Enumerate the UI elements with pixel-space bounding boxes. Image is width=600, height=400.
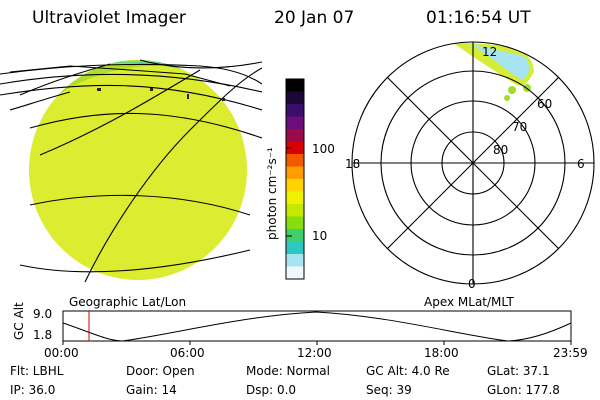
colorbar-tick-10: 10 bbox=[312, 229, 328, 243]
colorbar-strip bbox=[286, 91, 304, 105]
colorbar-strip bbox=[286, 166, 304, 180]
geographic-caption: Geographic Lat/Lon bbox=[69, 295, 187, 309]
door-info: Door: Open bbox=[126, 364, 195, 378]
xtick-0000: 00:00 bbox=[44, 346, 79, 360]
colorbar-unit-label: photon cm⁻²s⁻¹ bbox=[265, 147, 279, 240]
altitude-plot bbox=[62, 310, 572, 345]
ip-info: IP: 36.0 bbox=[10, 383, 56, 397]
colorbar bbox=[285, 78, 305, 280]
colorbar-strip bbox=[286, 241, 304, 255]
colorbar-strip bbox=[286, 116, 304, 130]
dsp-info: Dsp: 0.0 bbox=[246, 383, 297, 397]
filter-info: Flt: LBHL bbox=[10, 364, 64, 378]
colorbar-strip bbox=[286, 154, 304, 167]
xtick-0600: 06:00 bbox=[170, 346, 205, 360]
time-label: 01:16:54 UT bbox=[426, 8, 531, 28]
colorbar-strip bbox=[286, 179, 304, 192]
polar-plot bbox=[351, 41, 595, 285]
earth-disk bbox=[29, 60, 247, 280]
glat-info: GLat: 37.1 bbox=[487, 364, 550, 378]
seq-info: Seq: 39 bbox=[366, 383, 412, 397]
colorbar-strip bbox=[286, 229, 304, 242]
xtick-1200: 12:00 bbox=[297, 346, 332, 360]
mlt-label-18: 18 bbox=[345, 157, 361, 171]
xtick-1800: 18:00 bbox=[424, 346, 459, 360]
gc-alt-info: GC Alt: 4.0 Re bbox=[366, 364, 450, 378]
mlt-label-0: 0 bbox=[468, 277, 476, 291]
colorbar-strip bbox=[286, 129, 304, 142]
altitude-ytick-1-8: 1.8 bbox=[33, 328, 53, 342]
glon-info: GLon: 177.8 bbox=[487, 383, 560, 397]
colorbar-strip bbox=[286, 191, 304, 205]
colorbar-tick-100: 100 bbox=[312, 142, 335, 156]
colorbar-strip bbox=[286, 204, 304, 217]
xtick-2359: 23:59 bbox=[553, 346, 588, 360]
mlt-label-6: 6 bbox=[577, 157, 585, 171]
date-label: 20 Jan 07 bbox=[274, 8, 355, 28]
mlat-label-80: 80 bbox=[493, 143, 509, 157]
earth-image bbox=[0, 59, 262, 283]
mlt-label-12: 12 bbox=[482, 45, 498, 59]
instrument-title: Ultraviolet Imager bbox=[32, 8, 186, 28]
colorbar-strip bbox=[286, 254, 304, 267]
gain-info: Gain: 14 bbox=[126, 383, 177, 397]
altitude-ytick-9: 9.0 bbox=[33, 307, 53, 321]
apex-caption: Apex MLat/MLT bbox=[424, 295, 514, 309]
colorbar-strip bbox=[286, 79, 304, 92]
colorbar-strip bbox=[286, 216, 304, 230]
colorbar-strip bbox=[286, 141, 304, 155]
altitude-ylabel: GC Alt bbox=[12, 302, 26, 340]
colorbar-strip bbox=[286, 104, 304, 117]
geo-grid bbox=[0, 59, 262, 283]
colorbar-strip bbox=[286, 266, 304, 280]
mlat-label-70: 70 bbox=[512, 120, 528, 134]
mode-info: Mode: Normal bbox=[246, 364, 330, 378]
mlat-label-60: 60 bbox=[537, 97, 553, 111]
